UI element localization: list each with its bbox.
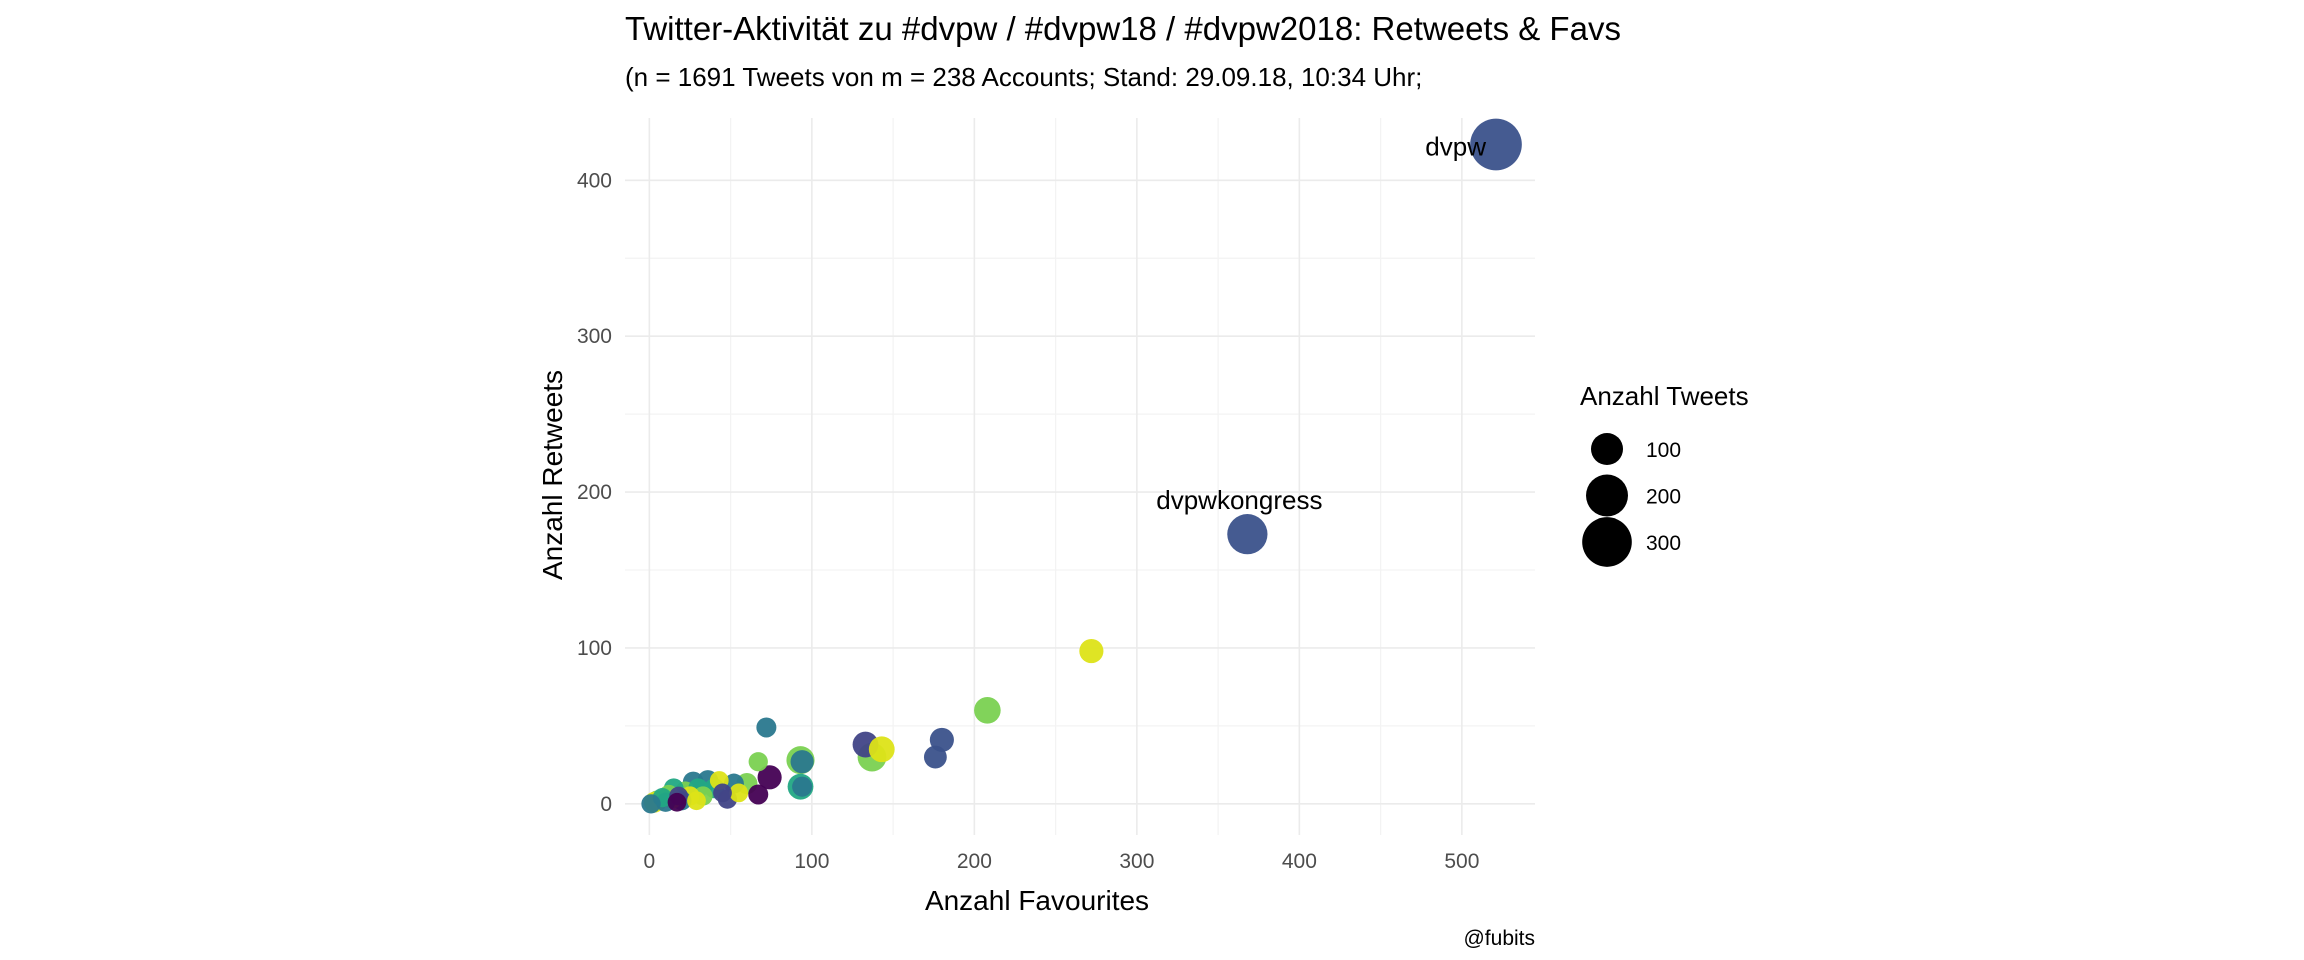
chart-subtitle: (n = 1691 Tweets von m = 238 Accounts; S… <box>625 62 1422 92</box>
x-axis-title: Anzahl Favourites <box>925 885 1149 916</box>
data-point <box>687 791 706 811</box>
x-axis-ticks: 0 100 200 300 400 500 <box>644 850 1480 873</box>
data-point <box>974 696 1001 724</box>
point-label: dvpw <box>1425 131 1486 161</box>
legend-title: Anzahl Tweets <box>1580 381 1749 411</box>
data-point <box>757 765 782 790</box>
data-point <box>923 745 947 769</box>
legend-symbol <box>1590 432 1624 466</box>
data-point <box>748 784 769 805</box>
data-point <box>1227 514 1268 555</box>
legend-label: 300 <box>1646 532 1681 555</box>
data-point <box>1470 118 1522 171</box>
x-tick-label: 0 <box>644 850 656 873</box>
y-tick-label: 200 <box>577 481 612 504</box>
legend-symbol <box>1582 517 1632 567</box>
data-point <box>748 752 768 772</box>
data-point <box>1079 639 1104 664</box>
y-axis-title: Anzahl Retweets <box>537 370 568 580</box>
point-label: dvpwkongress <box>1156 485 1322 515</box>
y-tick-label: 400 <box>577 169 612 192</box>
x-tick-label: 400 <box>1282 850 1317 873</box>
y-axis-ticks: 0 100 200 300 400 <box>577 169 612 815</box>
data-point <box>756 717 777 738</box>
data-point <box>792 776 813 797</box>
chart-title: Twitter-Aktivität zu #dvpw / #dvpw18 / #… <box>625 10 1621 47</box>
x-tick-label: 200 <box>957 850 992 873</box>
y-tick-label: 100 <box>577 637 612 660</box>
size-legend: Anzahl Tweets 100 200 300 <box>1580 381 1749 567</box>
y-tick-label: 300 <box>577 325 612 348</box>
y-tick-label: 0 <box>600 793 612 816</box>
legend-entries: 100 200 300 <box>1582 432 1681 567</box>
x-tick-label: 500 <box>1444 850 1479 873</box>
chart-caption: @fubits <box>1463 927 1535 950</box>
legend-label: 100 <box>1646 439 1681 462</box>
data-points <box>641 118 1522 814</box>
data-point <box>641 794 661 814</box>
legend-label: 200 <box>1646 486 1681 509</box>
x-tick-label: 300 <box>1119 850 1154 873</box>
data-point <box>713 783 732 803</box>
data-point <box>729 783 749 803</box>
data-point <box>868 736 895 763</box>
x-tick-label: 100 <box>794 850 829 873</box>
data-point <box>667 792 687 812</box>
point-labels: dvpw dvpwkongress <box>1156 131 1486 515</box>
data-point <box>790 750 814 774</box>
legend-symbol <box>1586 474 1628 517</box>
